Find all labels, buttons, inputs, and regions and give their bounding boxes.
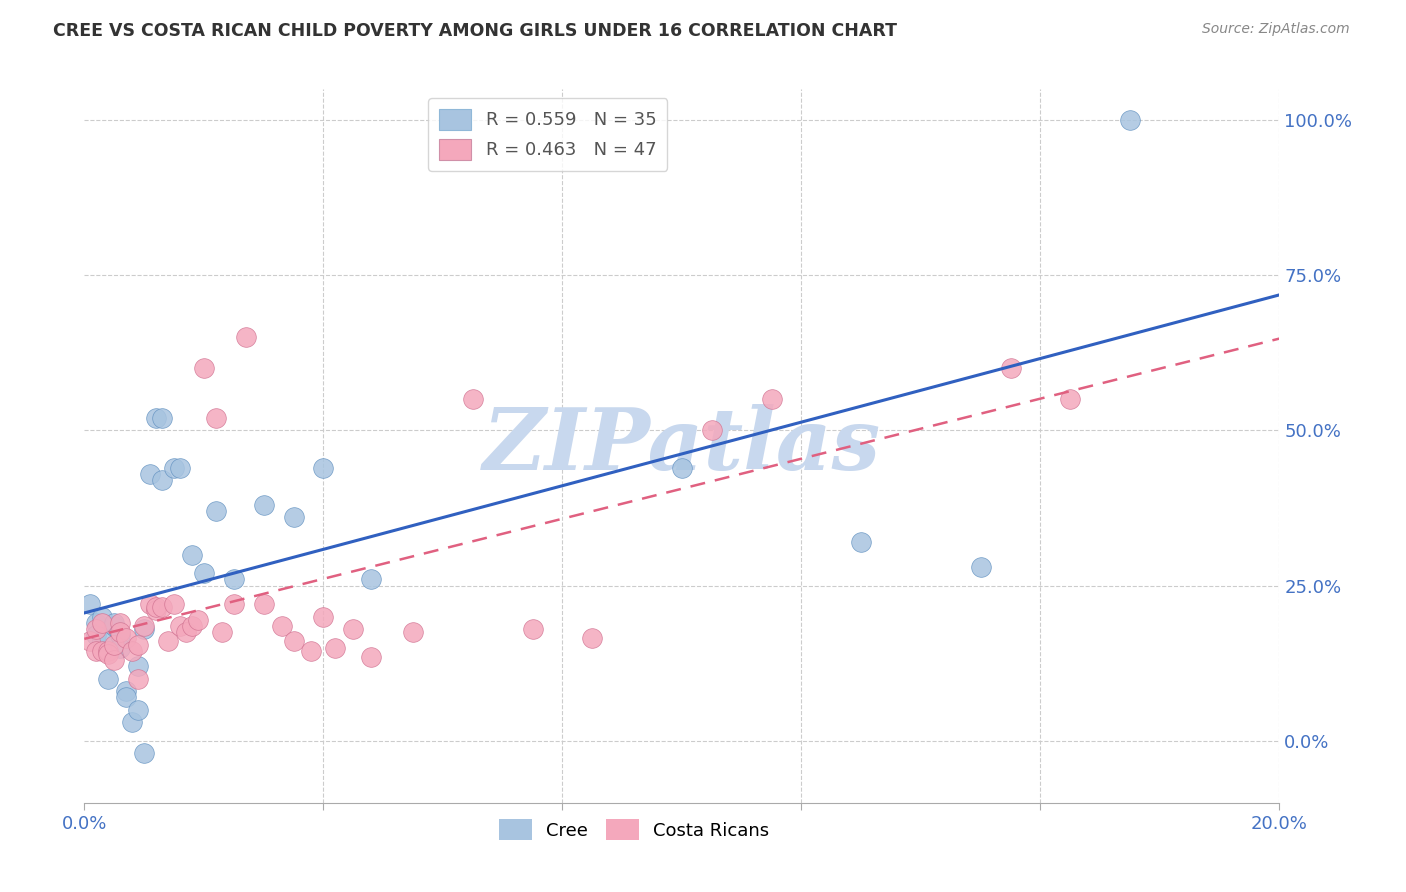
Point — [115, 632, 138, 646]
Point — [157, 634, 180, 648]
Point — [581, 632, 603, 646]
Point — [205, 411, 228, 425]
Point — [121, 644, 143, 658]
Point — [150, 411, 173, 425]
Point — [79, 634, 101, 648]
Point — [86, 644, 108, 658]
Point — [145, 600, 167, 615]
Point — [86, 615, 108, 630]
Point — [187, 613, 209, 627]
Point — [174, 625, 197, 640]
Point — [150, 473, 173, 487]
Point — [163, 597, 186, 611]
Point — [360, 650, 382, 665]
Point — [301, 644, 323, 658]
Point — [235, 330, 257, 344]
Point — [115, 690, 138, 705]
Point — [103, 653, 125, 667]
Point — [163, 460, 186, 475]
Point — [360, 573, 382, 587]
Point — [312, 609, 335, 624]
Point — [91, 644, 114, 658]
Text: Source: ZipAtlas.com: Source: ZipAtlas.com — [1202, 22, 1350, 37]
Point — [86, 622, 108, 636]
Point — [91, 609, 114, 624]
Point — [127, 638, 149, 652]
Point — [270, 619, 292, 633]
Point — [1000, 361, 1022, 376]
Point — [169, 460, 191, 475]
Point — [193, 361, 215, 376]
Point — [139, 597, 162, 611]
Point — [110, 625, 132, 640]
Point — [103, 615, 125, 630]
Point — [132, 622, 156, 636]
Text: ZIPatlas: ZIPatlas — [482, 404, 882, 488]
Point — [110, 640, 132, 655]
Point — [283, 634, 305, 648]
Point — [193, 566, 215, 581]
Point — [222, 573, 245, 587]
Point — [970, 560, 993, 574]
Point — [253, 498, 276, 512]
Point — [86, 628, 108, 642]
Point — [211, 625, 233, 640]
Point — [1119, 113, 1142, 128]
Point — [145, 411, 167, 425]
Point — [461, 392, 484, 407]
Point — [110, 628, 132, 642]
Point — [150, 600, 173, 615]
Point — [283, 510, 305, 524]
Text: CREE VS COSTA RICAN CHILD POVERTY AMONG GIRLS UNDER 16 CORRELATION CHART: CREE VS COSTA RICAN CHILD POVERTY AMONG … — [53, 22, 897, 40]
Point — [671, 460, 693, 475]
Legend: Cree, Costa Ricans: Cree, Costa Ricans — [492, 812, 776, 847]
Point — [522, 622, 544, 636]
Point — [132, 619, 156, 633]
Point — [761, 392, 783, 407]
Point — [127, 672, 149, 686]
Point — [110, 615, 132, 630]
Point — [1059, 392, 1081, 407]
Point — [145, 603, 167, 617]
Point — [103, 619, 125, 633]
Point — [402, 625, 425, 640]
Point — [169, 619, 191, 633]
Point — [851, 535, 873, 549]
Point — [132, 746, 156, 760]
Point — [97, 647, 120, 661]
Point — [97, 644, 120, 658]
Point — [115, 684, 138, 698]
Point — [127, 703, 149, 717]
Point — [127, 659, 149, 673]
Point — [97, 672, 120, 686]
Point — [103, 638, 125, 652]
Point — [181, 619, 204, 633]
Point — [91, 634, 114, 648]
Point — [121, 715, 143, 730]
Point — [205, 504, 228, 518]
Point — [700, 424, 723, 438]
Point — [79, 597, 101, 611]
Point — [222, 597, 245, 611]
Point — [342, 622, 364, 636]
Point — [91, 615, 114, 630]
Point — [139, 467, 162, 481]
Point — [325, 640, 347, 655]
Point — [312, 460, 335, 475]
Point — [253, 597, 276, 611]
Point — [181, 548, 204, 562]
